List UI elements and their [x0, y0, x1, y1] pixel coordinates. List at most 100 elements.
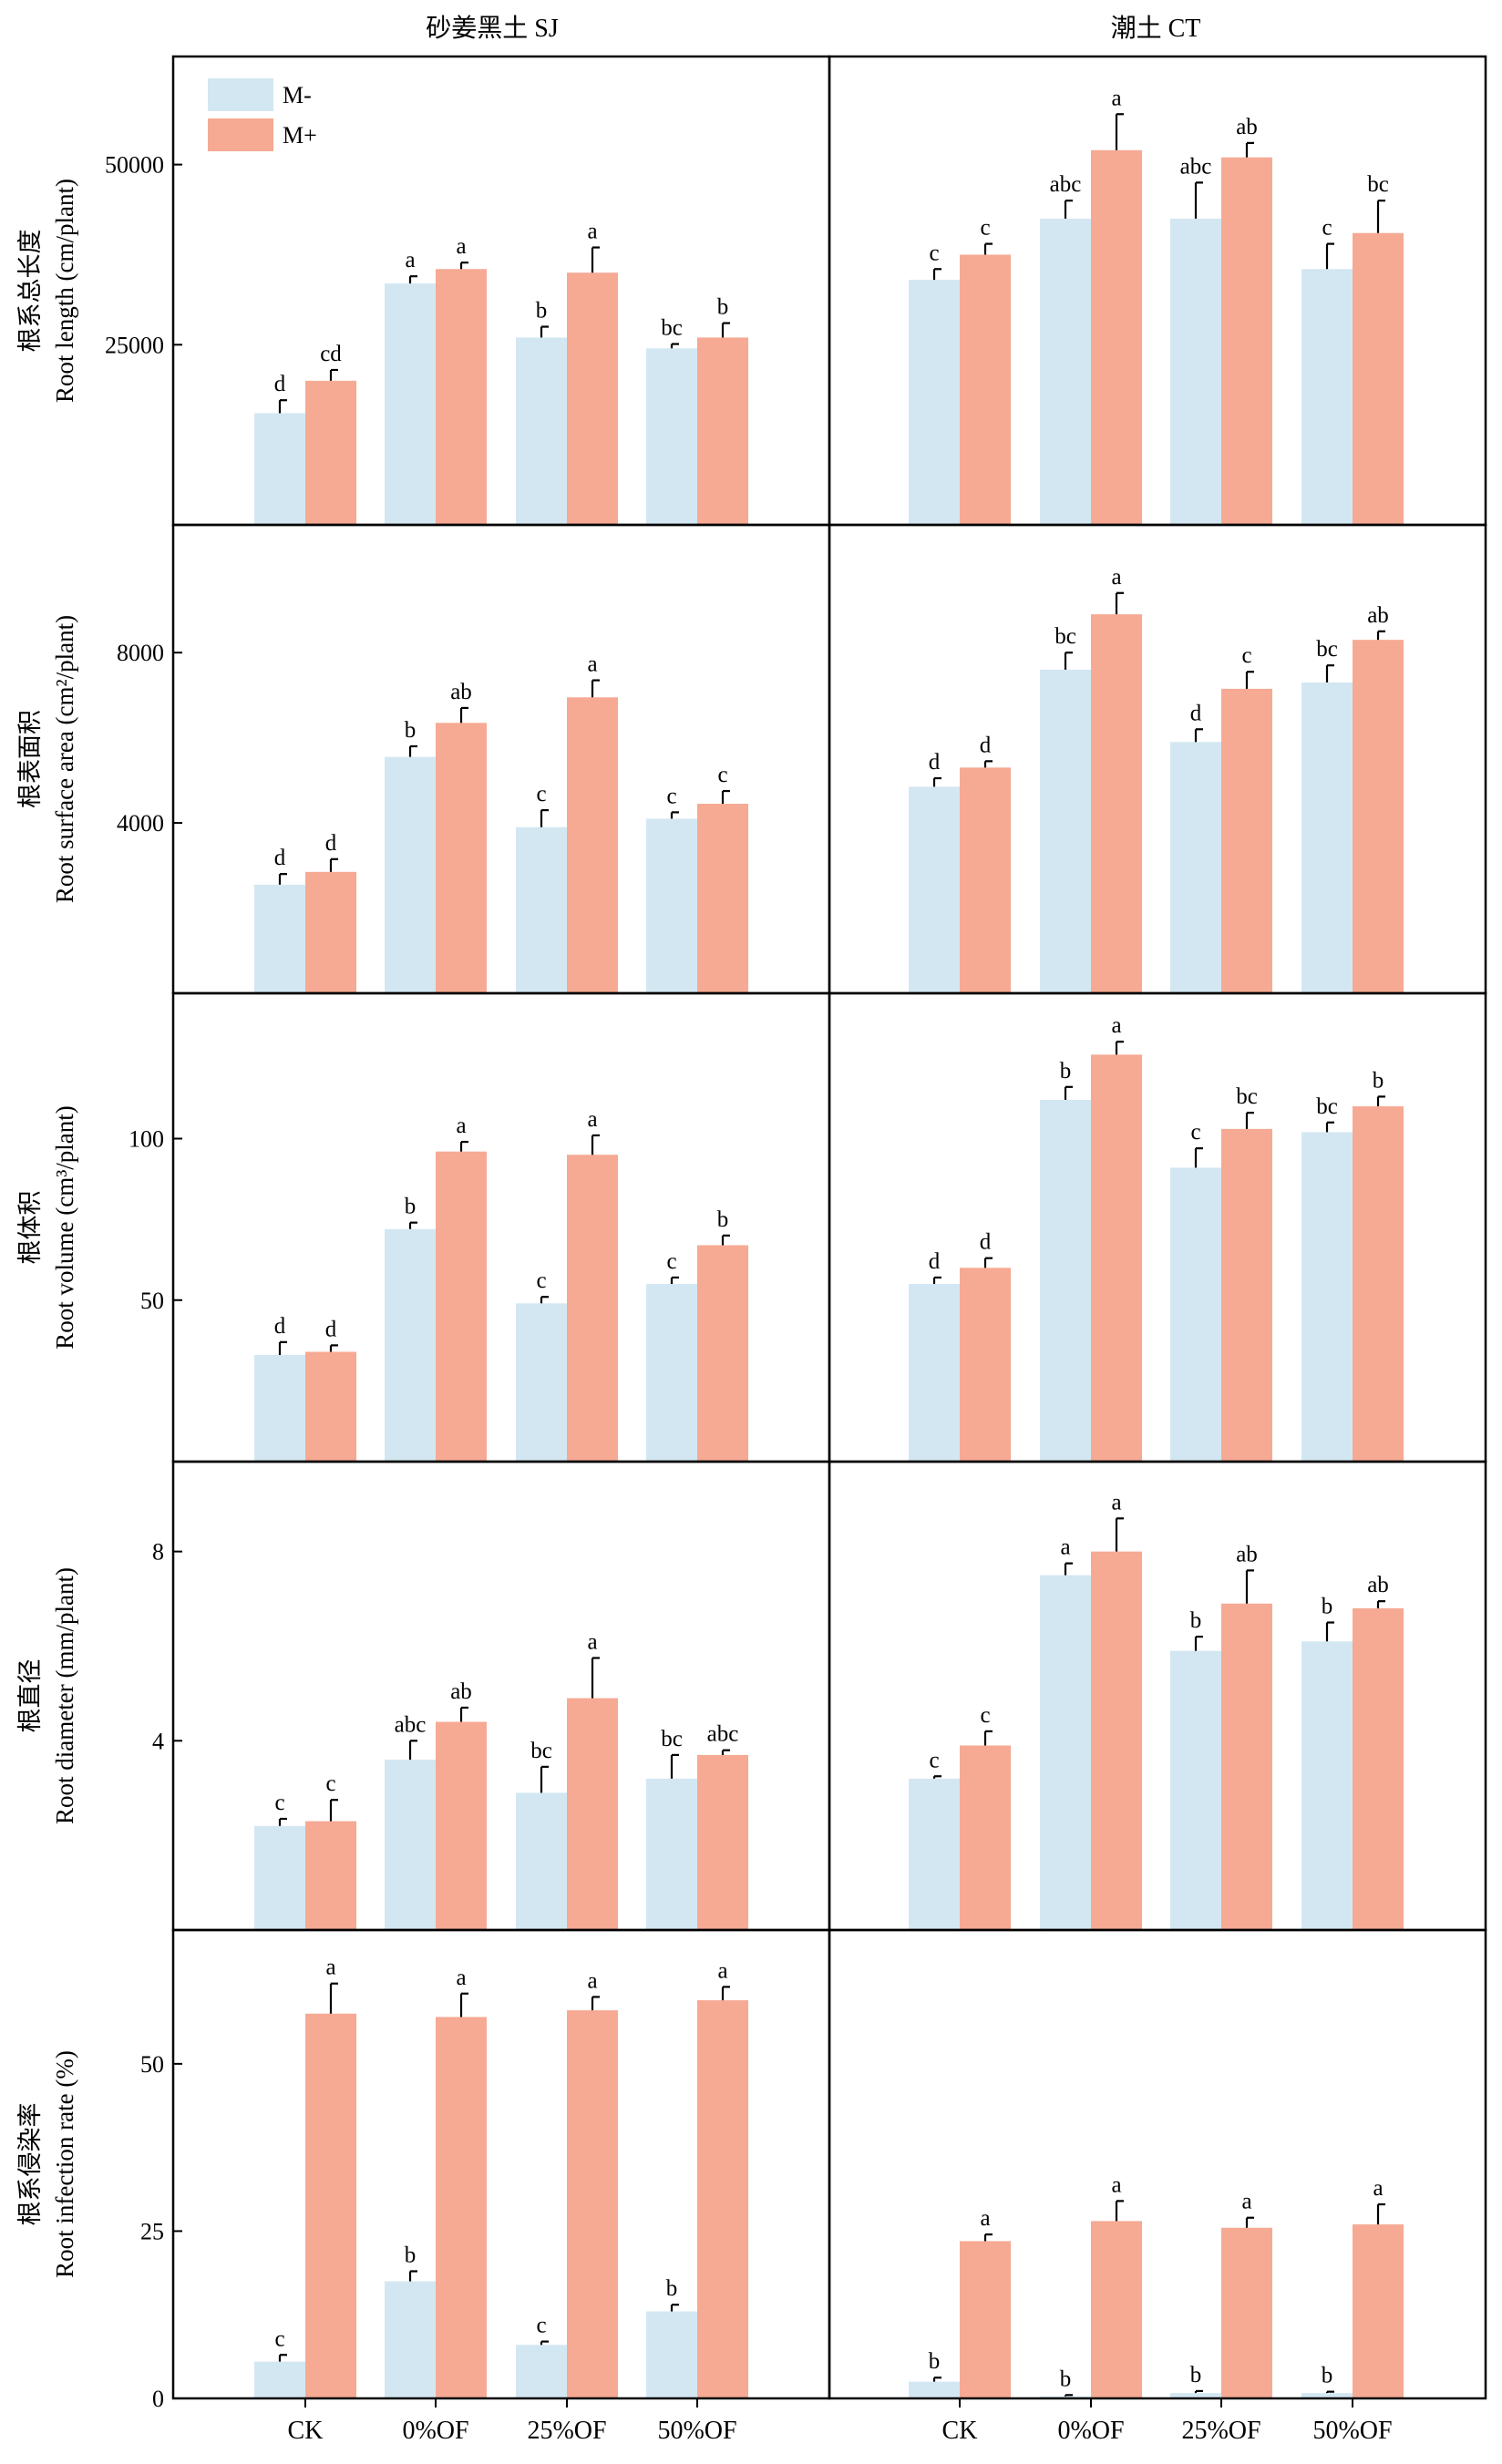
significance-letter: d — [929, 750, 941, 775]
significance-letter: b — [1190, 1608, 1202, 1633]
bar-m-minus-ck — [909, 786, 960, 993]
significance-letter: b — [1322, 1595, 1333, 1619]
significance-letter: c — [666, 784, 676, 808]
significance-letter: a — [1111, 565, 1121, 590]
significance-letter: b — [1060, 2366, 1072, 2391]
legend-label-m-plus: M+ — [283, 122, 317, 149]
significance-letter: d — [325, 831, 337, 856]
panel-r0-c1: c abc abc c c a ab bc — [828, 55, 1487, 527]
bar-m-minus-0pctof — [1040, 669, 1091, 993]
significance-letter: b — [1322, 2364, 1333, 2388]
significance-letter: c — [666, 1249, 676, 1274]
significance-letter: a — [1111, 86, 1121, 110]
bar-m-minus-ck — [254, 2361, 305, 2398]
x-category-labels: CK 0%OF 25%OF 50%OF CK 0%OF 25%OF 50%OF — [288, 2398, 1393, 2445]
bar-m-plus-25pctof — [1221, 1128, 1272, 1462]
significance-letter: c — [929, 241, 939, 265]
bar-m-plus-25pctof — [567, 2010, 618, 2398]
bar-m-plus-25pctof — [567, 1155, 618, 1462]
y-tick-label: 0 — [152, 2386, 164, 2412]
significance-letter: bc — [1367, 172, 1389, 197]
x-category-label: 25%OF — [1181, 2417, 1260, 2445]
bar-m-minus-50pctof — [1301, 1641, 1353, 1930]
panel-r1-c0: d b c c d ab a c 4000 8000 根表面积 Root surface area (… — [16, 523, 831, 995]
bar-m-minus-ck — [909, 2381, 960, 2398]
bar-m-minus-25pctof — [1170, 742, 1221, 993]
significance-letter: a — [587, 1629, 597, 1654]
y-axis-label-en: Root infection rate (%) — [51, 2050, 78, 2278]
bar-m-minus-ck — [254, 1355, 305, 1462]
column-title-sj: 砂姜黑土 SJ — [426, 14, 559, 43]
significance-letter: c — [980, 216, 990, 241]
significance-letter: d — [980, 733, 992, 757]
significance-letter: b — [405, 718, 417, 743]
significance-letter: b — [1060, 1059, 1072, 1083]
significance-letter: bc — [661, 1727, 683, 1751]
bar-m-minus-25pctof — [516, 337, 567, 525]
significance-letter: a — [456, 1114, 466, 1138]
significance-letter: bc — [530, 1739, 552, 1763]
significance-letter: d — [929, 1249, 941, 1274]
bar-m-plus-ck — [305, 871, 356, 993]
y-tick-label: 50 — [140, 2051, 164, 2078]
y-axis-label-cn: 根表面积 — [16, 710, 44, 808]
bar-m-plus-50pctof — [1353, 1106, 1404, 1462]
bar-m-plus-25pctof — [567, 697, 618, 993]
y-tick-label: 8000 — [117, 640, 164, 666]
bar-m-plus-25pctof — [1221, 157, 1272, 525]
bar-m-minus-0pctof — [385, 1228, 436, 1462]
bar-m-minus-ck — [254, 1825, 305, 1930]
significance-letter: c — [536, 782, 546, 806]
significance-letter: ab — [1367, 603, 1389, 628]
significance-letter: abc — [1050, 172, 1082, 197]
bar-m-plus-50pctof — [1353, 2224, 1404, 2398]
column-title-ct: 潮土 CT — [1111, 14, 1201, 43]
panel-r4-c0: c b c b a a a a 0 25 50 根系侵染率 Root infection rate (%… — [16, 1928, 831, 2412]
bar-m-minus-ck — [909, 1778, 960, 1930]
significance-letter: c — [274, 2326, 284, 2351]
bar-m-minus-0pctof — [385, 283, 436, 525]
significance-letter: b — [405, 2243, 417, 2267]
bar-m-plus-50pctof — [697, 804, 748, 993]
bar-m-plus-50pctof — [697, 1245, 748, 1462]
y-tick-label: 8 — [152, 1539, 164, 1566]
significance-letter: ab — [1236, 1542, 1258, 1566]
significance-letter: b — [717, 295, 729, 320]
significance-letter: a — [1111, 2172, 1121, 2197]
bar-m-plus-50pctof — [1353, 640, 1404, 993]
significance-letter: b — [405, 1195, 417, 1219]
y-tick-label: 4 — [152, 1728, 164, 1754]
significance-letter: a — [1111, 1013, 1121, 1038]
significance-letter: d — [1190, 701, 1202, 725]
y-axis-label-cn: 根系总长度 — [16, 230, 44, 353]
x-category-label: CK — [288, 2417, 324, 2445]
y-axis-label-cn: 根体积 — [16, 1191, 44, 1265]
panel-r2-c0: d b c c d a a b 50 100 根体积 Root volume (cm³/plant) — [16, 991, 831, 1463]
significance-letter: b — [717, 1207, 729, 1232]
bar-m-plus-ck — [960, 1745, 1011, 1930]
bar-m-minus-25pctof — [1170, 2393, 1221, 2398]
bar-m-plus-ck — [960, 767, 1011, 993]
bar-m-plus-0pctof — [436, 1721, 487, 1930]
bar-m-minus-25pctof — [1170, 218, 1221, 525]
bar-m-minus-50pctof — [1301, 269, 1353, 525]
significance-letter: b — [536, 299, 548, 323]
bar-m-plus-25pctof — [1221, 2227, 1272, 2398]
significance-letter: c — [274, 1791, 284, 1815]
bar-m-plus-0pctof — [436, 2017, 487, 2398]
bar-m-minus-50pctof — [1301, 1132, 1353, 1462]
significance-letter: a — [980, 2206, 990, 2231]
significance-letter: c — [929, 1748, 939, 1772]
bar-m-minus-50pctof — [646, 348, 697, 525]
bar-m-plus-ck — [305, 1351, 356, 1462]
significance-letter: bc — [1236, 1084, 1258, 1109]
significance-letter: c — [717, 763, 727, 787]
bar-m-plus-ck — [305, 1821, 356, 1930]
bar-m-plus-0pctof — [436, 1151, 487, 1462]
bar-m-plus-25pctof — [1221, 1603, 1272, 1930]
significance-letter: cd — [320, 342, 342, 366]
significance-letter: d — [325, 1317, 337, 1341]
bar-m-plus-50pctof — [697, 1754, 748, 1930]
